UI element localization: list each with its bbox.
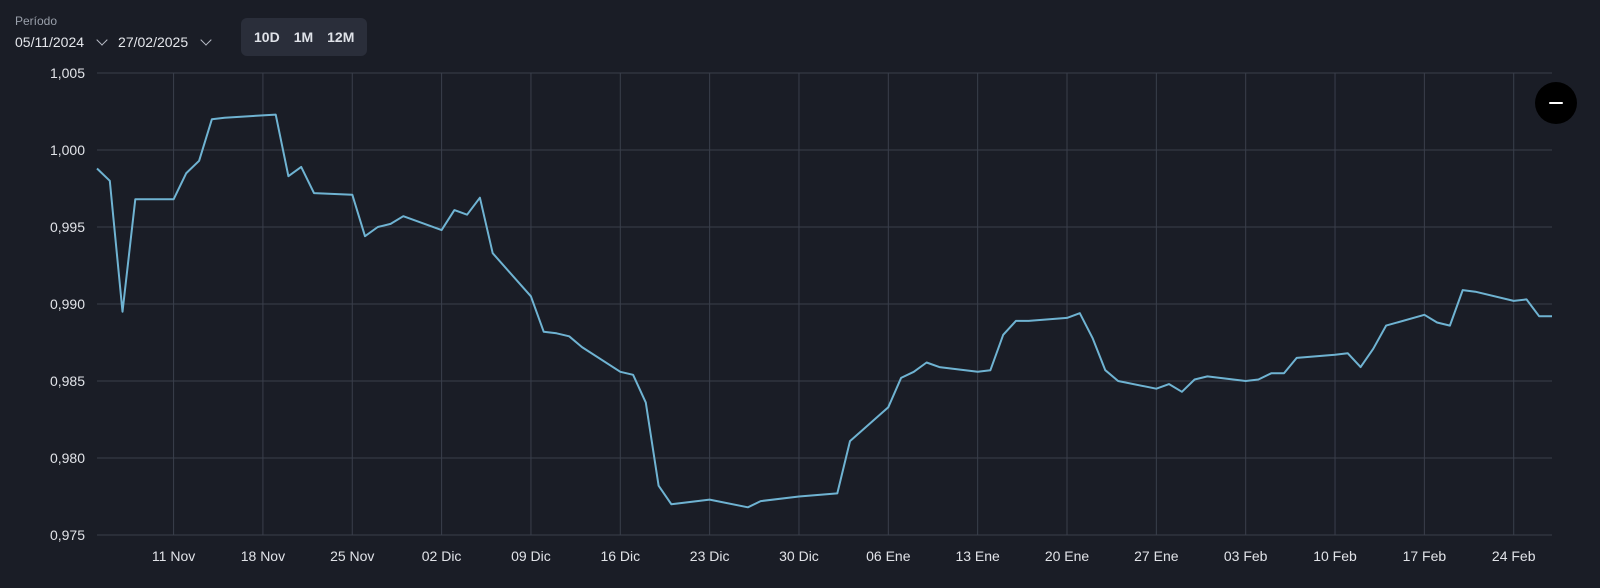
x-tick-label: 11 Nov xyxy=(152,548,195,564)
x-tick-label: 25 Nov xyxy=(330,548,374,564)
x-tick-label: 27 Ene xyxy=(1134,548,1179,564)
x-tick-label: 02 Dic xyxy=(422,548,462,564)
x-tick-label: 10 Feb xyxy=(1313,548,1357,564)
range-1m-button[interactable]: 1M xyxy=(293,29,314,45)
end-date-value: 27/02/2025 xyxy=(118,34,189,50)
x-tick-label: 20 Ene xyxy=(1045,548,1090,564)
y-tick-label: 0,975 xyxy=(50,527,85,543)
y-tick-label: 0,980 xyxy=(50,450,85,466)
x-tick-label: 23 Dic xyxy=(690,548,730,564)
period-controls: Período 05/11/2024 27/02/2025 xyxy=(15,14,222,50)
range-10d-button[interactable]: 10D xyxy=(254,29,280,45)
range-12m-button[interactable]: 12M xyxy=(327,29,355,45)
end-date-picker[interactable]: 27/02/2025 xyxy=(118,33,222,50)
start-date-value: 05/11/2024 xyxy=(15,34,85,50)
x-tick-label: 30 Dic xyxy=(779,548,819,564)
y-tick-label: 0,985 xyxy=(50,373,85,389)
x-tick-label: 06 Ene xyxy=(866,548,911,564)
y-tick-label: 1,000 xyxy=(50,142,85,158)
y-tick-label: 1,005 xyxy=(50,65,85,81)
x-tick-label: 03 Feb xyxy=(1224,548,1268,564)
period-label: Período xyxy=(15,14,58,28)
y-tick-label: 0,990 xyxy=(50,296,85,312)
x-tick-label: 16 Dic xyxy=(600,548,640,564)
series-line xyxy=(96,113,1552,509)
range-selector: 10D 1M 12M xyxy=(241,18,368,56)
y-tick-label: 0,995 xyxy=(50,219,85,235)
x-tick-label: 09 Dic xyxy=(511,548,551,564)
start-date-picker[interactable]: 05/11/2024 xyxy=(15,33,118,50)
x-tick-label: 13 Ene xyxy=(955,548,1000,564)
date-range: 05/11/2024 27/02/2025 xyxy=(15,33,222,50)
minus-icon xyxy=(1549,101,1563,105)
zoom-out-button[interactable] xyxy=(1535,82,1577,124)
x-tick-label: 17 Feb xyxy=(1403,548,1447,564)
x-tick-label: 18 Nov xyxy=(241,548,285,564)
x-tick-label: 24 Feb xyxy=(1492,548,1536,564)
